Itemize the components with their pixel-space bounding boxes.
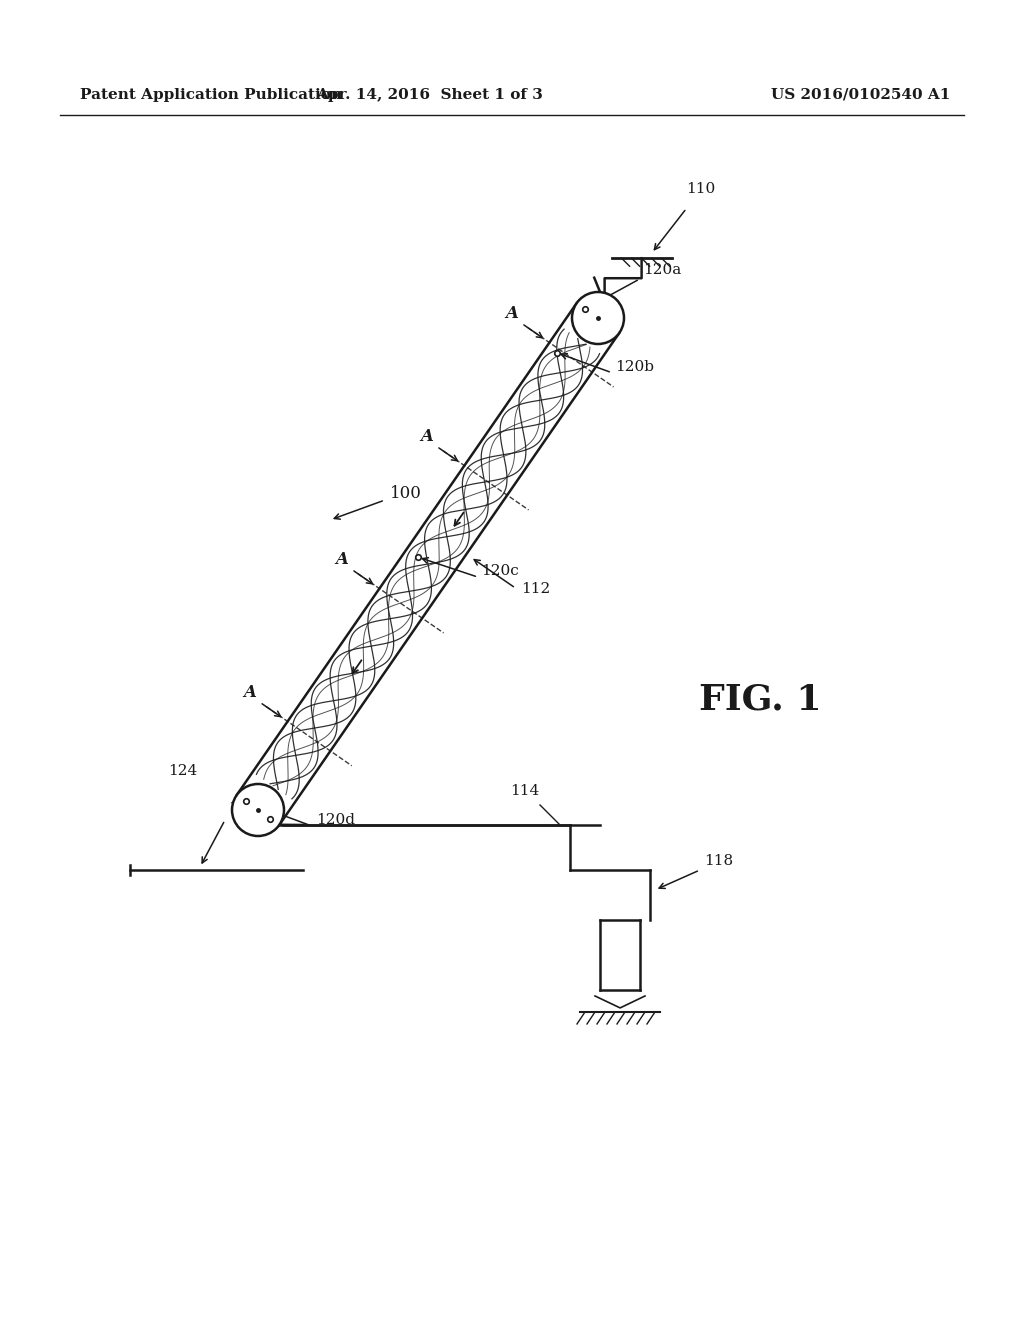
- Circle shape: [572, 292, 624, 345]
- Text: A: A: [244, 684, 256, 701]
- Text: A: A: [420, 428, 433, 445]
- Text: FIG. 1: FIG. 1: [698, 682, 821, 717]
- Text: 124: 124: [168, 764, 198, 777]
- Text: 112: 112: [521, 582, 550, 597]
- Text: 110: 110: [687, 182, 716, 197]
- Circle shape: [232, 784, 284, 836]
- Text: Patent Application Publication: Patent Application Publication: [80, 88, 342, 102]
- Text: 118: 118: [705, 854, 733, 869]
- Text: Apr. 14, 2016  Sheet 1 of 3: Apr. 14, 2016 Sheet 1 of 3: [316, 88, 544, 102]
- Text: 114: 114: [510, 784, 540, 799]
- Text: 116: 116: [228, 801, 257, 814]
- Text: 120b: 120b: [615, 360, 654, 374]
- Text: A: A: [335, 550, 348, 568]
- Text: 100: 100: [390, 484, 422, 502]
- Text: 120d: 120d: [316, 813, 355, 828]
- Text: 120a: 120a: [643, 263, 681, 277]
- Text: A: A: [505, 305, 518, 322]
- Text: US 2016/0102540 A1: US 2016/0102540 A1: [771, 88, 950, 102]
- Text: 120c: 120c: [481, 564, 519, 578]
